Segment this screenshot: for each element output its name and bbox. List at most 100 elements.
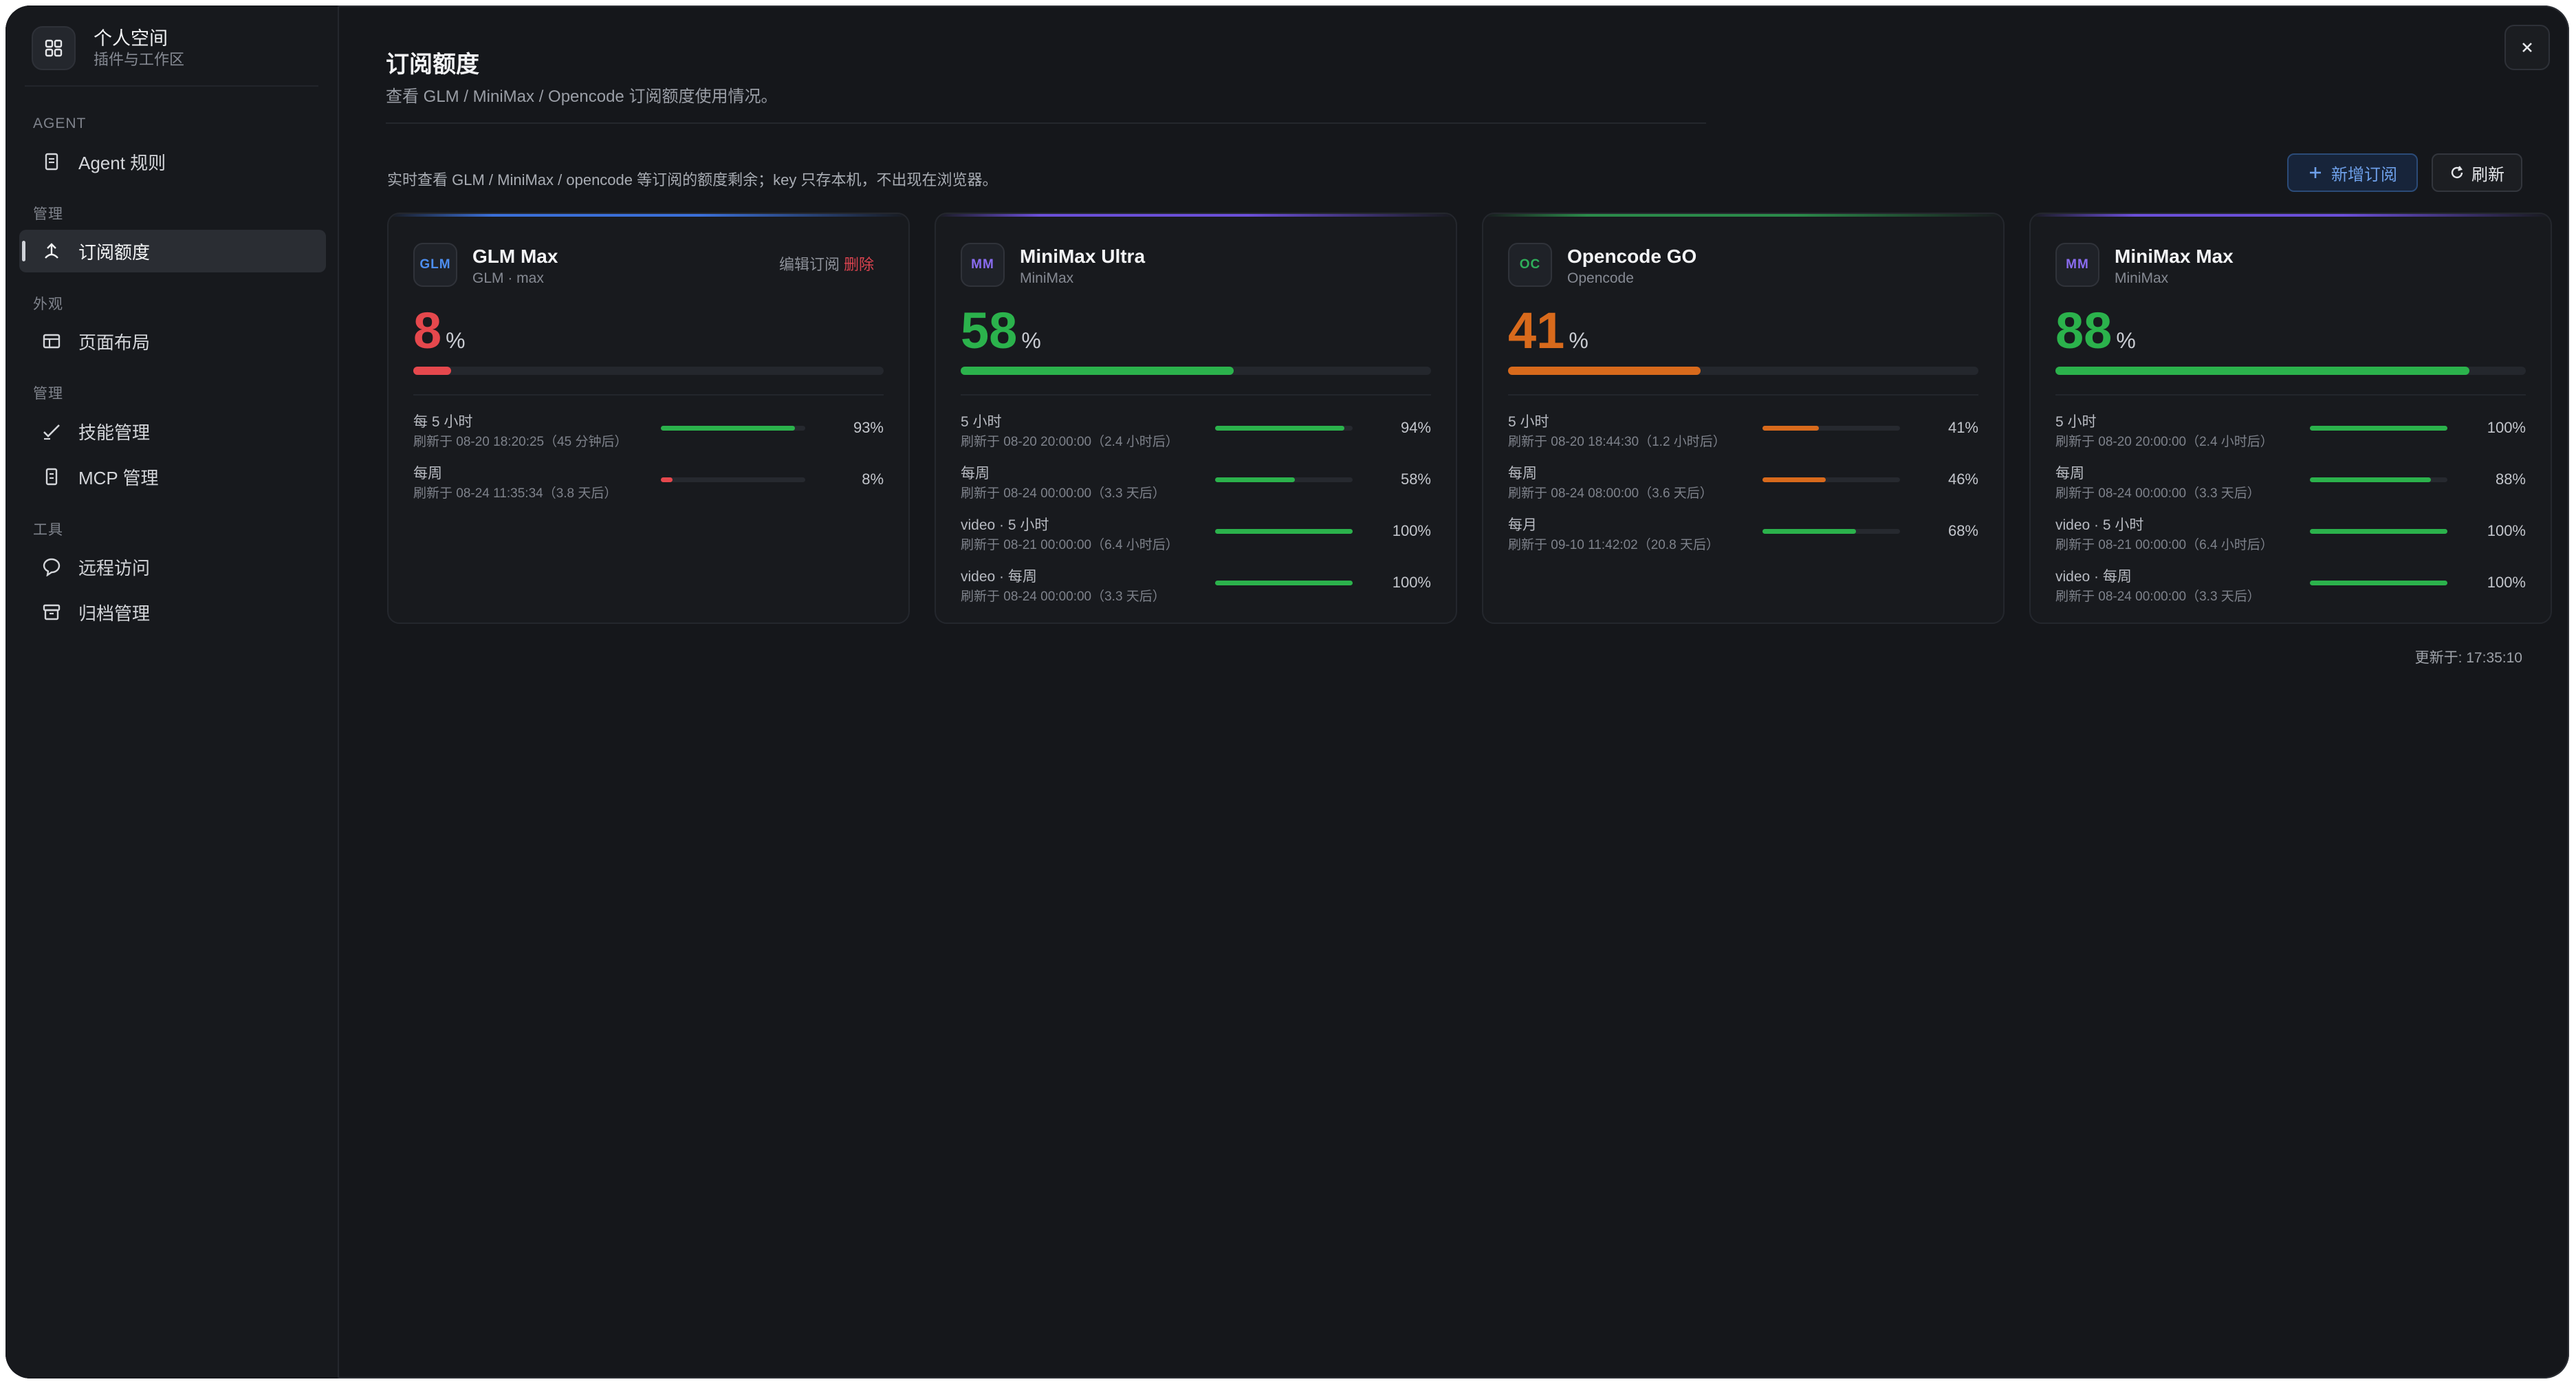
quota-refresh-time: 刷新于 08-24 00:00:00（3.3 天后） [961,486,1166,501]
edit-subscription-button[interactable]: 编辑订阅 [778,256,840,273]
quota-percent: 100% [1392,522,1431,539]
sidebar-item-mcp[interactable]: MCP 管理 [19,455,326,498]
quota-row: video · 每周刷新于 08-24 00:00:00（3.3 天后） 100% [961,565,1431,607]
quota-progress-bar [661,426,805,431]
quota-percent: 100% [1392,574,1431,591]
quota-percent: 58% [1400,471,1431,488]
quota-progress-bar [1762,477,1900,482]
subscription-cards: GLM GLM Max GLM · max 编辑订阅 删除 8% 每 5 小时 刷新于 08-… [387,213,2566,625]
section-label-agent: AGENT [33,116,87,131]
quota-label: 每周 [961,466,990,482]
hint-text: 实时查看 GLM / MiniMax / opencode 等订阅的额度剩余；k… [387,171,998,188]
quota-row: 5 小时 刷新于 08-20 18:44:30（1.2 小时后） 41% [1508,411,1978,452]
sidebar-item-label: 技能管理 [78,422,151,443]
sidebar-item-label: 归档管理 [78,603,151,624]
subscription-card: GLM GLM Max GLM · max 编辑订阅 删除 8% 每 5 小时 刷新于 08-… [387,213,910,624]
quota-row: video · 5 小时 刷新于 08-21 00:00:00（6.4 小时后） 1… [2055,514,2526,555]
sidebar-item-label: MCP 管理 [78,467,159,488]
subscription-plan: Opencode [1567,270,1634,286]
workspace-title: 个人空间 [94,28,168,49]
subscription-card: MM MiniMax Ultra MiniMax 58% 5 小时 刷新于 08-20 2… [935,213,1457,624]
quota-refresh-time: 刷新于 08-24 08:00:00（3.6 天后） [1508,486,1713,501]
remaining-progress-fill [2055,367,2469,375]
quota-percent: 100% [2487,574,2526,591]
quota-progress-fill [661,426,796,431]
check-pen-icon [40,420,63,443]
subscription-name: Opencode GO [1567,246,1697,267]
quota-progress-bar [1762,529,1900,534]
archive-icon [40,601,63,624]
quota-percent: 94% [1400,419,1431,436]
quota-refresh-time: 刷新于 08-21 00:00:00（6.4 小时后） [961,538,1179,552]
quota-label: video · 每周 [2055,569,2132,585]
remaining-percent: 58% [961,302,1041,369]
plug-icon [40,465,63,488]
updated-time: 更新于: 17:35:10 [2414,650,2522,666]
quota-progress-fill [661,477,673,482]
quota-label: 5 小时 [961,414,1002,430]
sidebar: 个人空间 插件与工作区 AGENT Agent 规则 管理 订阅额度 外观 页面… [6,6,339,1378]
quota-refresh-time: 刷新于 08-24 00:00:00（3.3 天后） [961,590,1166,604]
provider-badge: GLM [413,243,457,287]
quota-label: 5 小时 [1508,414,1549,430]
sidebar-item-remote-access[interactable]: 远程访问 [19,545,326,588]
quota-row: 每 5 小时 刷新于 08-20 18:20:25（45 分钟后） 93% [413,411,884,452]
quota-progress-bar [1215,426,1353,431]
quota-progress-bar [1215,581,1353,585]
sidebar-item-archive[interactable]: 归档管理 [19,591,326,634]
layout-icon [40,329,63,353]
provider-badge: MM [961,243,1005,287]
delete-subscription-button[interactable]: 删除 [843,256,874,273]
quota-progress-fill [2310,426,2447,431]
provider-badge: OC [1508,243,1552,287]
quota-progress-fill [2310,529,2447,534]
quota-refresh-time: 刷新于 08-24 11:35:34（3.8 天后） [413,486,618,501]
quota-percent: 88% [2495,471,2526,488]
quota-percent: 100% [2487,522,2526,539]
quota-label: 每周 [413,466,442,482]
quota-refresh-time: 刷新于 09-10 11:42:02（20.8 天后） [1508,538,1719,552]
quota-refresh-time: 刷新于 08-20 20:00:00（2.4 小时后） [2055,435,2273,449]
quota-refresh-time: 刷新于 08-24 00:00:00（3.3 天后） [2055,486,2260,501]
sidebar-item-label: 远程访问 [78,557,151,579]
sidebar-item-agent-rules[interactable]: Agent 规则 [19,140,326,183]
quota-refresh-time: 刷新于 08-21 00:00:00（6.4 小时后） [2055,538,2273,552]
quota-progress-fill [2310,581,2447,585]
sidebar-item-subscription-quota[interactable]: 订阅额度 [19,230,326,272]
page-title: 订阅额度 [386,52,479,78]
sidebar-divider [25,85,318,87]
close-button[interactable] [2504,25,2550,70]
card-accent-line [1483,214,2003,217]
quota-percent: 93% [853,419,884,436]
subscription-plan: MiniMax [1020,270,1074,286]
remaining-percent: 8% [413,302,466,369]
add-subscription-button[interactable]: 新增订阅 [2287,153,2418,192]
quota-row: 5 小时 刷新于 08-20 20:00:00（2.4 小时后） 100% [2055,411,2526,452]
sidebar-item-label: Agent 规则 [78,152,166,173]
sidebar-item-page-layout[interactable]: 页面布局 [19,320,326,363]
sidebar-item-skills[interactable]: 技能管理 [19,410,326,453]
remaining-progress-bar [961,367,1431,375]
card-divider [961,394,1431,396]
remaining-percent-value: 88 [2055,302,2113,359]
document-icon [40,150,63,173]
remaining-percent-value: 41 [1508,302,1565,359]
quota-progress-bar [1762,426,1900,431]
close-icon [2522,43,2532,52]
refresh-button[interactable]: 刷新 [2432,153,2522,192]
percent-unit: % [446,328,466,353]
workspace-header[interactable]: 个人空间 插件与工作区 [32,26,184,70]
section-label-tools: 工具 [33,522,63,538]
quota-label: video · 每周 [961,569,1037,585]
main-panel: 订阅额度 查看 GLM / MiniMax / Opencode 订阅额度使用情… [339,6,2569,1378]
quota-progress-fill [1762,529,1856,534]
section-label-manage: 管理 [33,206,63,222]
remaining-percent-value: 58 [961,302,1018,359]
grid-icon [32,26,76,70]
quota-label: 每周 [1508,466,1537,482]
quota-row: 每周刷新于 08-24 00:00:00（3.3 天后） 58% [961,462,1431,504]
subscription-plan: GLM · max [472,270,544,286]
remaining-progress-fill [961,367,1234,375]
subscription-name: GLM Max [472,246,558,267]
quota-progress-fill [1215,529,1353,534]
